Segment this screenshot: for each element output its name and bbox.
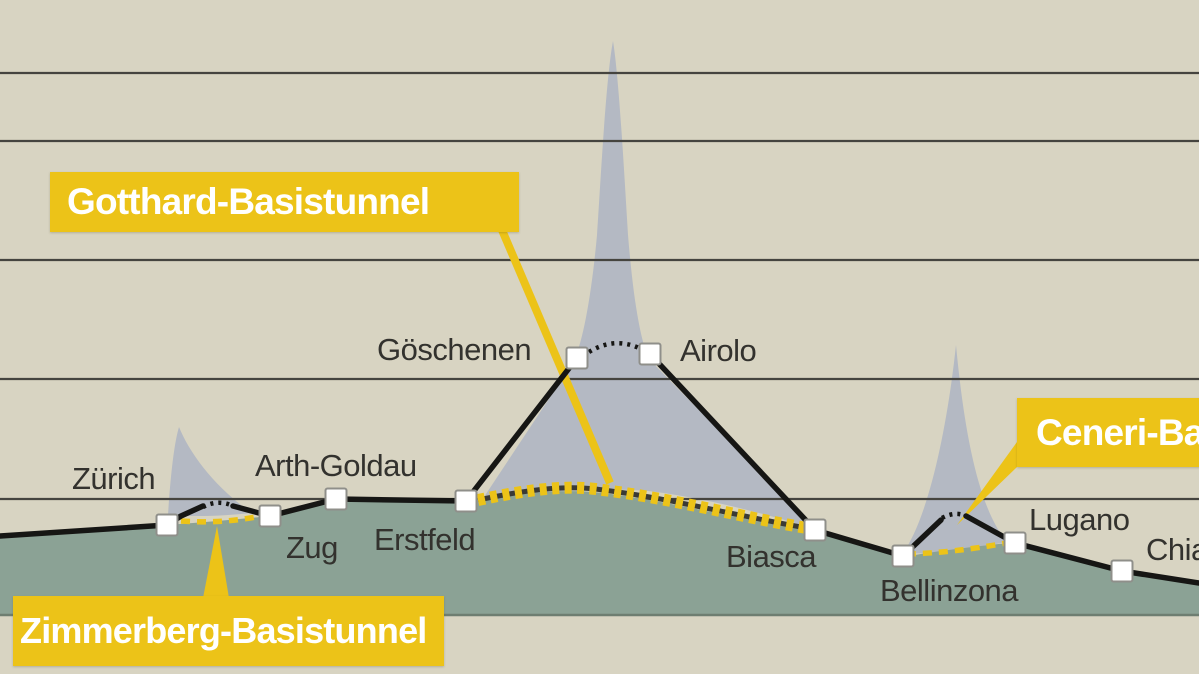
station-markers: [155, 342, 1134, 583]
zimmerberg-tunnel-label-box: Zimmerberg-Basistunnel: [13, 596, 444, 666]
station-marker-arthgoldau: [324, 487, 348, 511]
zimmerberg-callout-pointer: [203, 526, 229, 598]
ceneri-tunnel-label: Ceneri-Basistunnel: [1036, 411, 1199, 453]
station-label-erstfeld: Erstfeld: [374, 522, 476, 557]
station-marker-biasca: [803, 518, 827, 542]
ceneri-peak-silhouette: [903, 345, 1007, 554]
station-label-goeschenen: Göschenen: [377, 332, 532, 367]
zimmerberg-hill-silhouette: [168, 427, 252, 517]
station-marker-goeschenen: [565, 346, 589, 370]
station-label-chiasso: Chiasso: [1146, 532, 1199, 567]
gotthard-tunnel-label-box: Gotthard-Basistunnel: [50, 172, 519, 232]
station-marker-zug: [258, 504, 282, 528]
station-label-zug: Zug: [286, 530, 338, 565]
station-marker-lugano: [1003, 531, 1027, 555]
station-label-arthgoldau: Arth-Goldau: [255, 448, 417, 483]
gotthard-base-tunnel-dashes: [476, 481, 814, 535]
ceneri-tunnel-label-box: Ceneri-Basistunnel: [1017, 398, 1199, 467]
zimmerberg-summit-tunnel-arc: [201, 500, 234, 510]
gotthard-tunnel-label: Gotthard-Basistunnel: [67, 181, 430, 222]
station-label-biasca: Biasca: [726, 539, 817, 574]
terrain-profile: [0, 491, 1199, 615]
station-marker-zurich: [155, 513, 179, 537]
summit-tunnel-arcs: [201, 341, 967, 521]
gotthard-summit-tunnel-arc: [587, 341, 643, 354]
station-marker-erstfeld: [454, 489, 478, 513]
rail-segment-airolo-crest: [647, 351, 944, 559]
ceneri-base-tunnel-dashes: [906, 540, 1007, 557]
ceneri-summit-tunnel-arc: [940, 511, 967, 521]
rail-segment-lugano-chiasso: [963, 513, 1199, 586]
station-marker-bellinzona: [891, 544, 915, 568]
station-label-bellinzona: Bellinzona: [880, 573, 1019, 608]
ceneri-callout-pointer: [957, 442, 1017, 525]
station-label-airolo: Airolo: [680, 333, 757, 368]
station-marker-chiasso: [1110, 559, 1134, 583]
zimmerberg-base-tunnel-dashes: [180, 513, 262, 525]
gotthard-callout-line: [498, 228, 614, 485]
station-marker-airolo: [638, 342, 662, 366]
gotthard-massif-silhouette: [482, 41, 815, 529]
station-label-zurich: Zürich: [72, 461, 156, 496]
station-label-lugano: Lugano: [1029, 502, 1130, 537]
zimmerberg-tunnel-label: Zimmerberg-Basistunnel: [20, 610, 427, 651]
